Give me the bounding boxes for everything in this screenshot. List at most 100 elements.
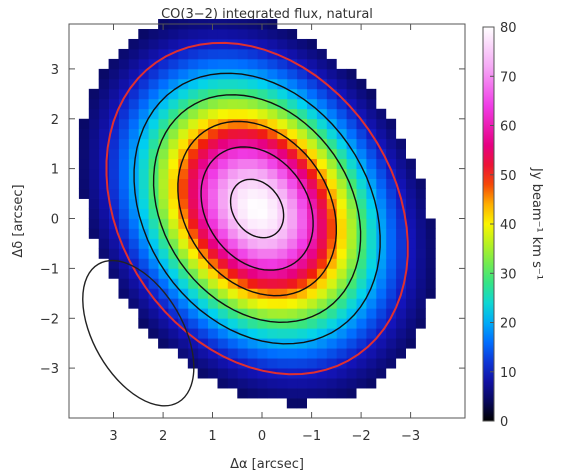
flux-pixel (217, 128, 228, 140)
flux-pixel (267, 278, 278, 289)
flux-pixel (237, 48, 248, 60)
colorbar-tick-label: 20 (500, 317, 517, 332)
flux-pixel (187, 188, 199, 199)
flux-pixel (286, 328, 298, 339)
flux-pixel (108, 158, 119, 170)
flux-pixel (296, 188, 307, 199)
flux-pixel (375, 238, 387, 249)
flux-pixel (197, 288, 208, 299)
flux-pixel (346, 178, 357, 189)
flux-pixel (148, 108, 159, 120)
flux-pixel (168, 248, 179, 259)
flux-pixel (336, 308, 347, 319)
flux-pixel (346, 368, 357, 379)
flux-pixel (267, 228, 278, 239)
flux-pixel (257, 268, 268, 279)
flux-pixel (108, 58, 119, 70)
flux-pixel (197, 78, 208, 90)
flux-pixel (306, 298, 317, 309)
flux-pixel (158, 68, 169, 80)
flux-pixel (306, 348, 317, 359)
colorbar-tick-label: 10 (500, 366, 517, 381)
flux-pixel (237, 108, 248, 120)
flux-pixel (98, 98, 109, 110)
flux-pixel (336, 78, 347, 90)
flux-pixel (415, 308, 426, 319)
flux-pixel (177, 138, 189, 150)
flux-pixel (366, 118, 377, 130)
flux-pixel (286, 378, 298, 389)
flux-pixel (197, 118, 208, 130)
flux-pixel (108, 258, 119, 269)
flux-pixel (405, 278, 416, 289)
flux-pixel (385, 288, 397, 299)
flux-pixel (118, 128, 129, 140)
flux-pixel (326, 98, 337, 110)
flux-pixel (168, 188, 179, 199)
flux-pixel (187, 308, 199, 319)
flux-pixel (385, 158, 397, 170)
flux-pixel (385, 128, 397, 140)
flux-pixel (118, 258, 129, 269)
flux-pixel (336, 338, 347, 349)
flux-pixel (177, 178, 189, 189)
flux-pixel (148, 228, 159, 239)
flux-pixel (366, 248, 377, 259)
flux-pixel (227, 248, 238, 259)
flux-pixel (356, 178, 367, 189)
flux-pixel (267, 378, 278, 389)
flux-pixel (326, 218, 337, 229)
contour-line (105, 41, 409, 376)
flux-pixel (247, 38, 258, 50)
flux-pixel (118, 138, 129, 150)
flux-pixel (158, 268, 169, 279)
flux-pixel (395, 238, 406, 249)
flux-pixel (336, 128, 347, 140)
flux-pixel (395, 338, 406, 349)
flux-pixel (177, 208, 189, 219)
flux-pixel (217, 228, 228, 239)
flux-pixel (138, 28, 149, 40)
flux-pixel (415, 208, 426, 219)
flux-pixel (346, 148, 357, 160)
flux-pixel (286, 268, 298, 279)
flux-pixel (237, 98, 248, 110)
flux-pixel (415, 188, 426, 199)
flux-pixel (356, 358, 367, 369)
flux-pixel (227, 198, 238, 209)
flux-pixel (375, 128, 387, 140)
flux-pixel (326, 198, 337, 209)
flux-pixel (306, 268, 317, 279)
x-tick-label: −1 (302, 429, 321, 444)
flux-pixel (336, 68, 347, 80)
chart-title: CO(3−2) integrated flux, natural (161, 7, 373, 22)
flux-pixel (306, 338, 317, 349)
flux-pixel (296, 118, 307, 130)
flux-pixel (395, 248, 406, 259)
flux-pixel (267, 68, 278, 80)
flux-pixel (237, 278, 248, 289)
flux-pixel (366, 148, 377, 160)
flux-pixel (316, 238, 327, 249)
flux-pixel (257, 58, 268, 70)
flux-pixel (296, 88, 307, 100)
flux-pixel (197, 48, 208, 60)
flux-pixel (197, 68, 208, 80)
flux-pixel (217, 38, 228, 50)
flux-pixel (138, 138, 149, 150)
flux-pixel (237, 328, 248, 339)
flux-pixel (306, 288, 317, 299)
flux-pixel (118, 98, 129, 110)
flux-pixel (128, 218, 139, 229)
flux-pixel (237, 298, 248, 309)
flux-pixel (276, 358, 288, 369)
flux-pixel (336, 258, 347, 269)
flux-pixel (168, 168, 179, 179)
flux-pixel (366, 218, 377, 229)
flux-pixel (128, 228, 139, 239)
flux-pixel (197, 198, 208, 209)
flux-pixel (276, 158, 288, 170)
flux-pixel (267, 178, 278, 189)
flux-pixel (237, 208, 248, 219)
flux-pixel (316, 358, 327, 369)
